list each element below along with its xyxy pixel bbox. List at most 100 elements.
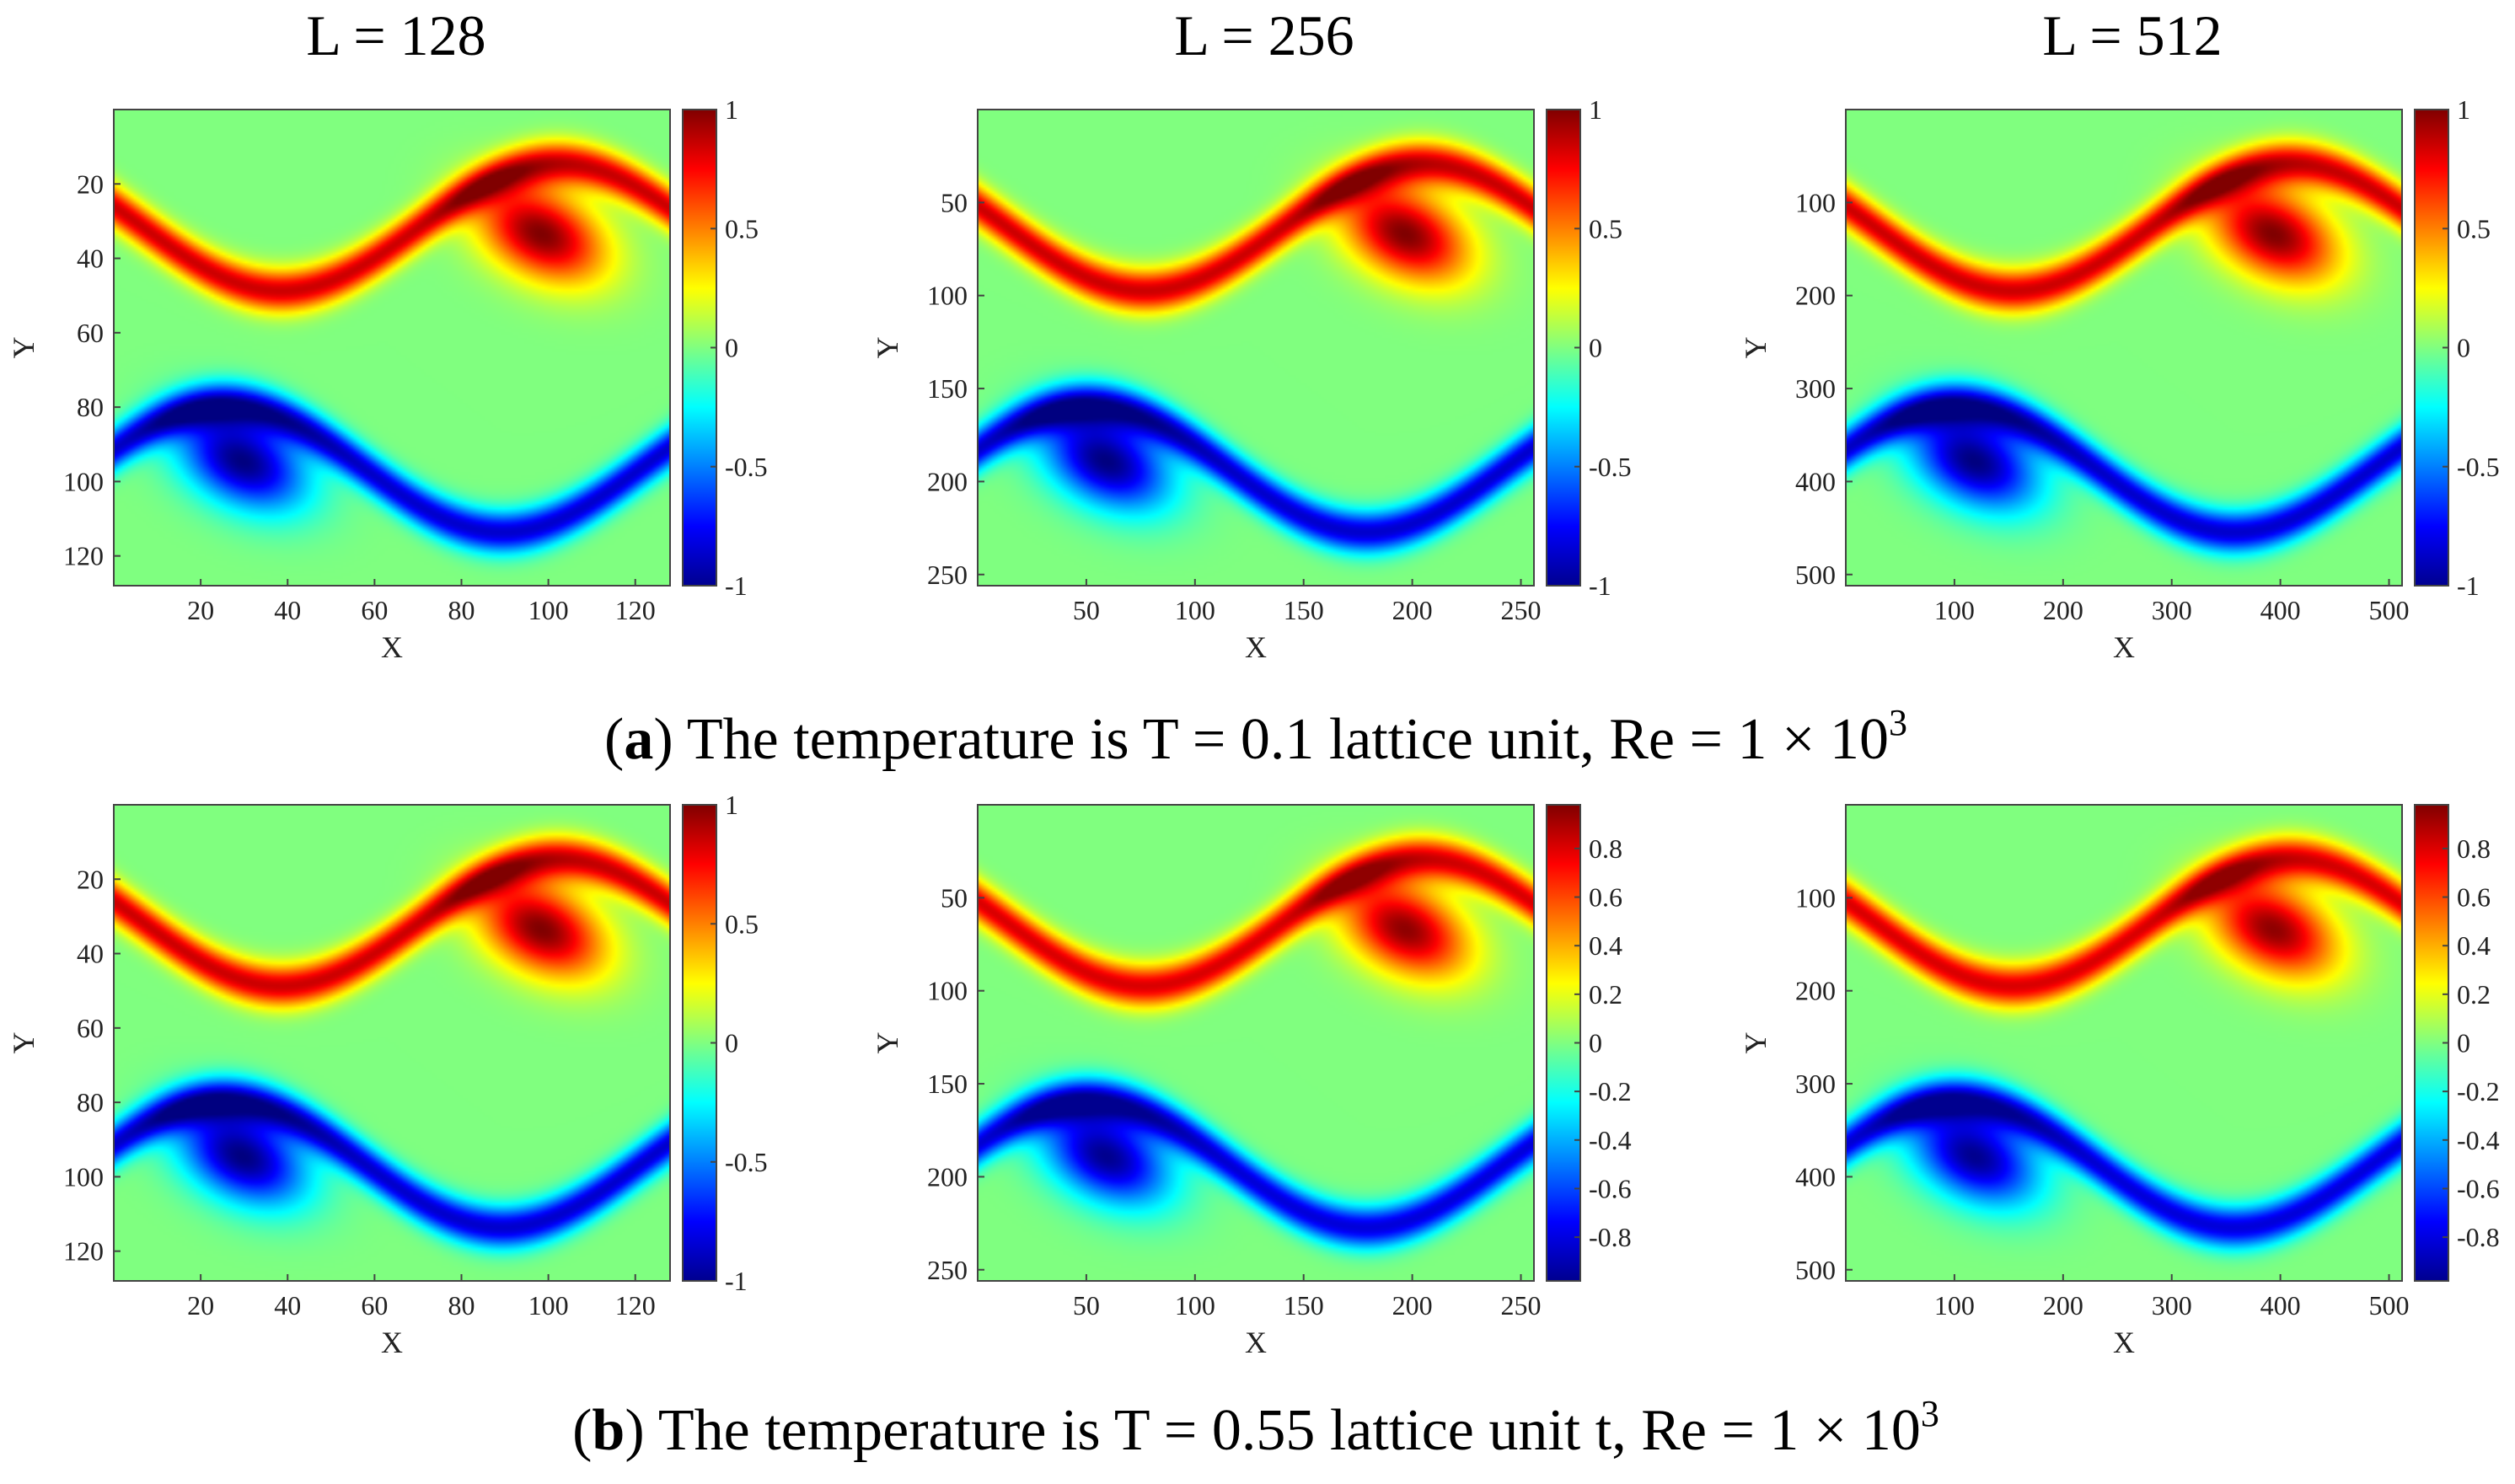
x-tick-label: 100 xyxy=(528,595,569,625)
y-axis-label: Y xyxy=(7,337,40,359)
x-axis-label: X xyxy=(381,630,403,664)
colorbar-tick-label: 0.5 xyxy=(725,213,759,244)
y-tick-label: 120 xyxy=(63,1236,104,1267)
y-axis-label: Y xyxy=(871,1032,904,1054)
heatmap-panel-a-128: 20 40 60 80 100 120 20 40 60 80 100 120 X Y -1 -0.5 0 0.5… xyxy=(7,94,768,664)
x-tick-label: 80 xyxy=(448,595,475,625)
y-tick-label: 150 xyxy=(927,1069,968,1099)
colorbar-tick-label: 0 xyxy=(1589,1028,1602,1058)
heatmap-image xyxy=(1846,805,2402,1281)
y-tick-label: 100 xyxy=(1795,882,1836,913)
colorbar-tick-label: -0.4 xyxy=(2457,1125,2500,1155)
colorbar-tick-label: 0.4 xyxy=(1589,930,1622,961)
x-tick-label: 200 xyxy=(1392,1290,1433,1321)
colorbar-tick-label: 0.5 xyxy=(2457,213,2491,244)
y-tick-label: 100 xyxy=(927,976,968,1006)
x-tick-label: 40 xyxy=(274,595,301,625)
y-tick-label: 60 xyxy=(77,318,104,348)
y-tick-label: 500 xyxy=(1795,560,1836,590)
colorbar-tick-label: 0.2 xyxy=(1589,979,1622,1010)
y-tick-label: 120 xyxy=(63,541,104,571)
y-tick-label: 100 xyxy=(63,466,104,496)
y-axis-label: Y xyxy=(1739,337,1772,359)
y-axis-label: Y xyxy=(1739,1032,1772,1054)
colorbar-tick-label: -0.5 xyxy=(725,1147,768,1177)
x-tick-label: 500 xyxy=(2369,595,2410,625)
x-tick-label: 60 xyxy=(361,1290,388,1321)
heatmap-panel-b-128: 20 40 60 80 100 120 20 40 60 80 100 120 X Y -1 -0.5 0 0.5… xyxy=(7,790,768,1359)
caption-b-sup: 3 xyxy=(1921,1393,1939,1434)
y-tick-label: 50 xyxy=(941,882,968,913)
y-tick-label: 250 xyxy=(927,1255,968,1285)
x-tick-label: 40 xyxy=(274,1290,301,1321)
heatmap-image xyxy=(1846,110,2402,586)
y-tick-label: 200 xyxy=(927,466,968,496)
colorbar-tick-label: 0.6 xyxy=(2457,882,2491,913)
y-tick-label: 20 xyxy=(77,864,104,894)
colorbar-tick-label: 0.8 xyxy=(2457,833,2491,864)
x-tick-label: 300 xyxy=(2152,595,2192,625)
y-tick-label: 400 xyxy=(1795,466,1836,496)
y-tick-label: 100 xyxy=(927,281,968,311)
x-tick-label: 60 xyxy=(361,595,388,625)
column-title-l512: L = 512 xyxy=(2042,3,2222,67)
plot-frame xyxy=(1845,804,2403,1282)
heatmap-panels: 20 40 60 80 100 12020406080100120XY-1-0.500.5… xyxy=(7,94,2500,1359)
y-tick-label: 200 xyxy=(1795,281,1836,311)
colorbar xyxy=(2414,804,2449,1282)
x-tick-label: 250 xyxy=(1501,1290,1542,1321)
y-tick-label: 100 xyxy=(1795,187,1836,217)
colorbar-tick-label: 0.5 xyxy=(725,908,759,939)
x-axis-label: X xyxy=(2113,630,2135,664)
plot-frame xyxy=(977,804,1535,1282)
heatmap-image xyxy=(114,110,670,586)
colorbar-tick-label: -0.4 xyxy=(1589,1125,1632,1155)
x-tick-label: 150 xyxy=(1284,1290,1324,1321)
colorbar-tick-label: 0 xyxy=(2457,333,2470,363)
heatmap-panel-a-256: 50 100 150 200 250 50 100 150 200 250 X Y -1 -0.5 0 0.5… xyxy=(871,94,1632,664)
heatmap-panel-b-512: 100 200 300 400 500 100 200 300 400 500 X Y -0.8 -0.6… xyxy=(1739,804,2500,1359)
x-tick-label: 100 xyxy=(1175,1290,1215,1321)
x-tick-label: 20 xyxy=(187,1290,214,1321)
y-tick-label: 80 xyxy=(77,1087,104,1117)
x-tick-label: 100 xyxy=(1175,595,1215,625)
colorbar-tick-label: -0.5 xyxy=(2457,452,2500,482)
colorbar-tick-label: -1 xyxy=(2457,571,2480,601)
x-tick-label: 100 xyxy=(1934,1290,1975,1321)
y-tick-label: 400 xyxy=(1795,1161,1836,1192)
x-tick-label: 400 xyxy=(2260,595,2301,625)
colorbar-tick-label: 0 xyxy=(2457,1028,2470,1058)
x-axis-label: X xyxy=(1245,1326,1267,1359)
x-tick-label: 250 xyxy=(1501,595,1542,625)
x-tick-label: 150 xyxy=(1284,595,1324,625)
colorbar-tick-label: 0.5 xyxy=(1589,213,1622,244)
x-tick-label: 500 xyxy=(2369,1290,2410,1321)
caption-a-text: The temperature is T = 0.1 lattice unit,… xyxy=(673,707,1889,772)
colorbar-tick-label: 0.6 xyxy=(1589,882,1622,913)
colorbar-tick-label: -1 xyxy=(725,1266,748,1296)
plot-frame xyxy=(113,109,671,587)
caption-b-text: The temperature is T = 0.55 lattice unit… xyxy=(645,1398,1921,1463)
plot-frame xyxy=(113,804,671,1282)
heatmap-image xyxy=(978,805,1534,1281)
colorbar-tick-label: -1 xyxy=(1589,571,1611,601)
y-tick-label: 300 xyxy=(1795,373,1836,404)
y-tick-label: 300 xyxy=(1795,1069,1836,1099)
x-tick-label: 120 xyxy=(615,595,656,625)
y-tick-label: 40 xyxy=(77,939,104,969)
y-tick-label: 60 xyxy=(77,1013,104,1043)
x-tick-label: 200 xyxy=(2043,1290,2083,1321)
colorbar-tick-label: 1 xyxy=(725,790,738,820)
colorbar-tick-label: 1 xyxy=(725,94,738,125)
colorbar-tick-label: 0.4 xyxy=(2457,930,2491,961)
y-tick-label: 500 xyxy=(1795,1255,1836,1285)
x-tick-label: 300 xyxy=(2152,1290,2192,1321)
y-tick-label: 200 xyxy=(1795,976,1836,1006)
colorbar-tick-label: 0.2 xyxy=(2457,979,2491,1010)
heatmap-image xyxy=(978,110,1534,586)
y-tick-label: 40 xyxy=(77,244,104,274)
x-tick-label: 20 xyxy=(187,595,214,625)
column-title-l256: L = 256 xyxy=(1174,3,1354,67)
colorbar-tick-label: 0 xyxy=(1589,333,1602,363)
